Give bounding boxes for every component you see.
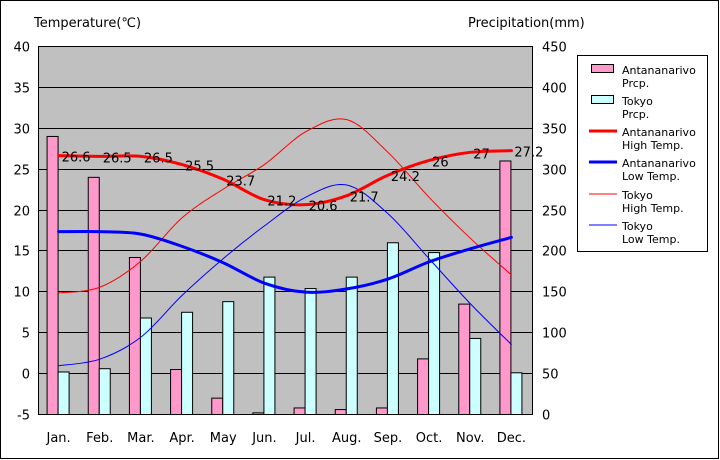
temperature-line <box>58 118 512 294</box>
temperature-line <box>57 229 513 294</box>
data-label: 21.2 <box>267 195 296 210</box>
precipitation-bars <box>46 135 523 416</box>
legend-swatch <box>591 64 614 73</box>
precipitation-bar <box>510 372 523 415</box>
x-tick-label: Dec. <box>497 431 526 446</box>
left-tick-label: 35 <box>13 82 30 97</box>
precipitation-bar <box>345 276 358 416</box>
precipitation-bar <box>499 160 512 415</box>
legend: Antananarivo Prcp. Tokyo Prcp. Antananarivo H… <box>577 55 708 252</box>
data-label: 26 <box>432 155 449 170</box>
precipitation-bar <box>211 397 224 415</box>
precipitation-bar <box>128 256 141 415</box>
data-label: 25.5 <box>185 160 214 175</box>
legend-box <box>577 55 708 252</box>
right-tick-label: 100 <box>542 327 567 342</box>
precipitation-bar <box>375 407 388 415</box>
precipitation-bar <box>263 276 276 416</box>
precipitation-bar <box>252 412 265 415</box>
legend-swatch <box>591 95 614 104</box>
left-tick-label: 20 <box>13 205 30 220</box>
x-tick-label: Feb. <box>86 431 113 446</box>
x-tick-label: Sep. <box>374 431 403 446</box>
data-label: 26.6 <box>62 151 91 166</box>
precipitation-bar <box>87 176 100 415</box>
legend-label: Tokyo Prcp. <box>621 95 653 121</box>
precipitation-bar <box>170 369 183 415</box>
temperature-line <box>58 183 512 367</box>
precipitation-bar <box>458 303 471 416</box>
left-tick-label: 5 <box>22 327 30 342</box>
x-axis-ticks: Jan. Feb. Mar. Apr. May Jun. Jul. Aug. Sep. Oct. N… <box>45 431 526 446</box>
precipitation-bar <box>469 337 482 415</box>
precipitation-bar <box>334 409 347 415</box>
left-tick-label: 30 <box>13 123 30 138</box>
right-tick-label: 150 <box>542 286 567 301</box>
left-axis-title: Temperature(℃) <box>33 16 141 31</box>
precipitation-bar <box>293 407 306 415</box>
data-label: 26.5 <box>144 151 173 166</box>
data-label: 27 <box>473 147 490 162</box>
left-tick-label: 0 <box>22 368 30 383</box>
right-axis-title: Precipitation(mm) <box>468 16 585 31</box>
precipitation-bar <box>222 301 235 415</box>
temperature-line <box>57 149 513 207</box>
precipitation-bar <box>181 311 194 415</box>
legend-label: Antananarivo High Temp. <box>622 126 696 152</box>
data-label: 24.2 <box>391 170 420 185</box>
right-tick-label: 250 <box>542 205 567 220</box>
left-tick-label: 10 <box>13 286 30 301</box>
x-tick-label: Aug. <box>332 431 362 446</box>
x-tick-label: Oct. <box>416 431 443 446</box>
temperature-lines <box>57 118 513 367</box>
x-tick-label: Jan. <box>45 431 70 446</box>
right-tick-label: 0 <box>542 409 550 424</box>
left-tick-label: 15 <box>13 245 30 260</box>
data-label: 27.2 <box>514 146 543 161</box>
x-tick-label: Apr. <box>169 431 194 446</box>
right-tick-label: 350 <box>542 123 567 138</box>
precipitation-bar <box>417 358 430 416</box>
x-tick-label: May <box>210 431 237 446</box>
left-tick-label: 40 <box>13 41 30 56</box>
right-tick-label: 50 <box>542 368 559 383</box>
right-tick-label: 200 <box>542 245 567 260</box>
data-label: 20.6 <box>309 200 338 215</box>
precipitation-bar <box>98 368 111 415</box>
right-tick-label: 300 <box>542 164 567 179</box>
data-label: 21.7 <box>350 191 379 206</box>
precipitation-bar <box>304 288 317 415</box>
high-temp-data-labels: 26.6 26.5 26.5 25.5 23.7 21.2 20.6 21.7 24.2 26 27… <box>62 146 544 215</box>
x-tick-label: Jun. <box>251 431 276 446</box>
legend-label: Tokyo High Temp. <box>621 189 684 215</box>
x-tick-label: Mar. <box>127 431 154 446</box>
data-label: 26.5 <box>103 151 132 166</box>
x-tick-label: Nov. <box>456 431 485 446</box>
precipitation-bar <box>428 252 441 415</box>
precipitation-bar <box>139 317 152 416</box>
data-label: 23.7 <box>226 174 255 189</box>
right-tick-label: 400 <box>542 82 567 97</box>
left-axis-ticks: -5 0 5 10 15 20 25 30 35 40 <box>13 41 30 424</box>
right-tick-label: 450 <box>542 41 567 56</box>
left-tick-label: 25 <box>13 164 30 179</box>
legend-label: Antananarivo Prcp. <box>622 64 696 90</box>
precipitation-bar <box>386 242 399 415</box>
x-tick-label: Jul. <box>295 431 316 446</box>
right-axis-ticks: 0 50 100 150 200 250 300 350 400 450 <box>542 41 567 424</box>
left-tick-label: -5 <box>17 409 30 424</box>
legend-label: Tokyo Low Temp. <box>621 220 680 246</box>
precipitation-bar <box>46 135 59 415</box>
plot-area <box>38 46 533 415</box>
legend-label: Antananarivo Low Temp. <box>622 157 696 183</box>
precipitation-bar <box>57 371 70 415</box>
